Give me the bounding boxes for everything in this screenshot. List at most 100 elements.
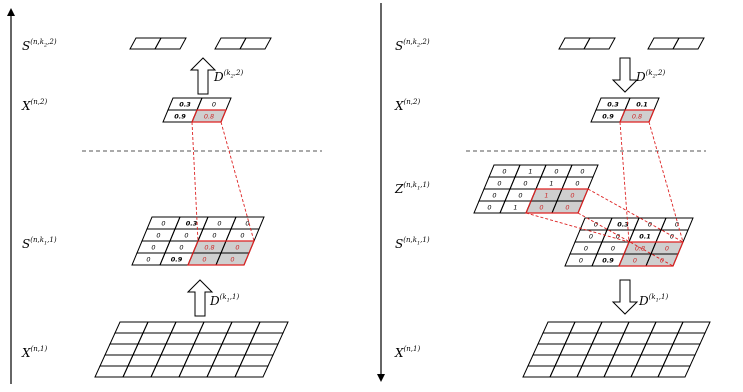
highlight-cell xyxy=(193,241,226,253)
grid-cell xyxy=(657,365,691,378)
cell-value: 0 xyxy=(594,220,598,228)
grid-cell xyxy=(662,354,696,367)
right-zs-line-a xyxy=(587,188,684,243)
grid-cell xyxy=(99,354,134,367)
grid-cell xyxy=(549,365,583,378)
highlight-cell xyxy=(192,110,226,122)
left-s-mid-grid: 0 0.3 0 00 0 0 00 0 0.8 00 0.9 0 0 xyxy=(131,216,265,266)
grid-cell xyxy=(206,365,241,378)
grid-cell xyxy=(623,321,657,334)
grid-cell xyxy=(581,354,615,367)
grid-cell xyxy=(645,332,679,345)
cell-value: 0.9 xyxy=(171,255,183,263)
grid-cell xyxy=(150,365,185,378)
right-zs-line-c xyxy=(525,212,630,243)
grid-cell xyxy=(613,343,647,356)
grid-cell xyxy=(142,321,177,334)
cell-value: 0.8 xyxy=(204,112,214,120)
cell-value: 0.8 xyxy=(204,243,214,251)
cell-value: 0 xyxy=(184,231,188,239)
right-x1-grid xyxy=(522,321,711,378)
highlight-cell xyxy=(651,242,683,254)
right-label-z: Z(n,k1,1) xyxy=(394,181,430,196)
cell-value: 0.3 xyxy=(617,220,629,228)
cell-value: 0 xyxy=(146,255,150,263)
left-label-d-top: D(k2,2) xyxy=(213,69,243,84)
right-s-top-grid-b xyxy=(647,37,705,50)
cell-value: 0 xyxy=(575,179,579,187)
right-label-d-top: D(k2,2) xyxy=(635,69,665,84)
left-label-d-bot: D(k1,1) xyxy=(209,293,239,308)
grid-cell xyxy=(109,332,144,345)
cell-value: 0 xyxy=(492,191,496,199)
highlight-cell xyxy=(531,189,562,201)
left-label-s-mid: S(n,k1,1) xyxy=(22,236,57,251)
grid-cell xyxy=(586,343,620,356)
grid-cell xyxy=(559,343,593,356)
grid-cell xyxy=(211,354,246,367)
cell-value: 0 xyxy=(212,231,216,239)
grid-cell xyxy=(183,354,218,367)
cell-value: 0 xyxy=(584,244,588,252)
cell-value: 1 xyxy=(544,191,548,199)
cell-value: 0 xyxy=(675,220,679,228)
cell-value: 0.9 xyxy=(602,112,614,120)
cell-value: 0.1 xyxy=(639,232,651,240)
grid-cell xyxy=(154,37,187,50)
cell-value: 0 xyxy=(179,243,183,251)
grid-cell xyxy=(635,354,669,367)
grid-cell xyxy=(94,365,129,378)
cell-value: 0 xyxy=(230,255,234,263)
grid-cell xyxy=(127,354,162,367)
right-label-s-mid: S(n,k1,1) xyxy=(395,236,430,251)
highlight-cell xyxy=(619,254,651,266)
left-label-x1: X(n,1) xyxy=(21,345,47,360)
grid-cell xyxy=(249,332,284,345)
right-map-line-b xyxy=(648,121,684,243)
right-label-s-top: S(n,k2,2) xyxy=(395,38,430,53)
right-s-top-grid-a xyxy=(558,37,616,50)
right-x2-grid: 0.3 0.1 0.9 0.8 xyxy=(590,97,660,123)
cell-value: 0 xyxy=(611,244,615,252)
grid-cell xyxy=(542,321,576,334)
cell-value: 1 xyxy=(549,179,553,187)
grid-cell xyxy=(672,332,706,345)
grid-cell xyxy=(603,365,637,378)
grid-cell xyxy=(564,332,598,345)
cell-value: 0 xyxy=(570,191,574,199)
cell-value: 0 xyxy=(245,219,249,227)
right-down-arrow-bottom xyxy=(611,279,639,315)
grid-cell xyxy=(221,332,256,345)
grid-cell xyxy=(193,332,228,345)
grid-cell xyxy=(618,332,652,345)
left-x1-grid xyxy=(94,321,289,378)
cell-value: 0 xyxy=(580,167,584,175)
cell-value: 0.1 xyxy=(636,100,648,108)
left-s-top-grid-b xyxy=(214,37,272,50)
grid-cell xyxy=(650,321,684,334)
grid-cell xyxy=(239,37,272,50)
cell-value: 0.8 xyxy=(635,244,645,252)
highlight-outline xyxy=(187,240,255,266)
right-z-grid: 0 1 0 00 0 1 00 0 1 00 1 0 0 xyxy=(473,164,599,214)
cell-value: 0 xyxy=(539,203,543,211)
grid-cell xyxy=(608,354,642,367)
right-label-d-bot: D(k1,1) xyxy=(638,293,668,308)
highlight-cell xyxy=(221,241,254,253)
cell-value: 0 xyxy=(235,243,239,251)
grid-cell xyxy=(667,343,701,356)
grid-cell xyxy=(527,354,561,367)
cell-value: 0 xyxy=(212,100,216,108)
cell-value: 0 xyxy=(217,219,221,227)
grid-cell xyxy=(216,343,251,356)
grid-cell xyxy=(537,332,571,345)
grid-cell xyxy=(170,321,205,334)
cell-value: 0 xyxy=(497,179,501,187)
grid-cell xyxy=(198,321,233,334)
grid-cell xyxy=(640,343,674,356)
grid-cell xyxy=(234,365,269,378)
grid-cell xyxy=(114,321,149,334)
right-label-x1: X(n,1) xyxy=(394,345,420,360)
